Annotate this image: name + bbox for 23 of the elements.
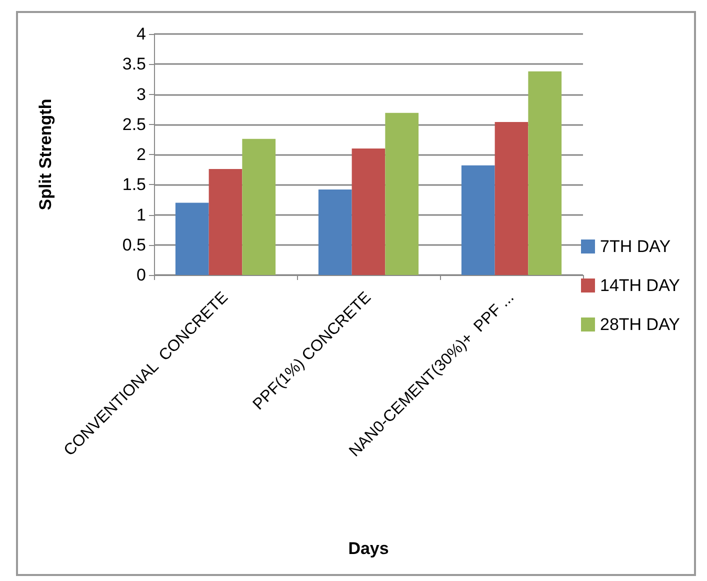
y-tick-label: 3.5 xyxy=(122,54,146,74)
y-tick-label: 2.5 xyxy=(122,114,146,134)
y-tick-label: 3 xyxy=(136,84,146,104)
x-axis-title: Days xyxy=(348,539,389,558)
y-tick-label: 2 xyxy=(136,145,146,164)
y-tick-label: 4 xyxy=(136,24,146,44)
bar xyxy=(175,202,209,275)
y-tick-label: 1 xyxy=(136,205,146,224)
y-tick-label: 0.5 xyxy=(122,235,146,254)
bar xyxy=(494,122,528,275)
bar xyxy=(528,71,562,275)
y-tick-label: 0 xyxy=(136,266,146,284)
y-axis-title: Split Strength xyxy=(36,98,55,210)
bar xyxy=(318,189,352,275)
bar xyxy=(352,148,386,275)
bar xyxy=(208,168,242,275)
bar xyxy=(242,138,276,275)
y-tick-label: 1.5 xyxy=(122,175,146,194)
bar xyxy=(385,112,419,275)
legend-label: 7TH DAY xyxy=(600,237,671,256)
bar xyxy=(461,165,495,275)
legend-label: 28TH DAY xyxy=(600,315,680,334)
legend-label: 14TH DAY xyxy=(600,276,680,295)
